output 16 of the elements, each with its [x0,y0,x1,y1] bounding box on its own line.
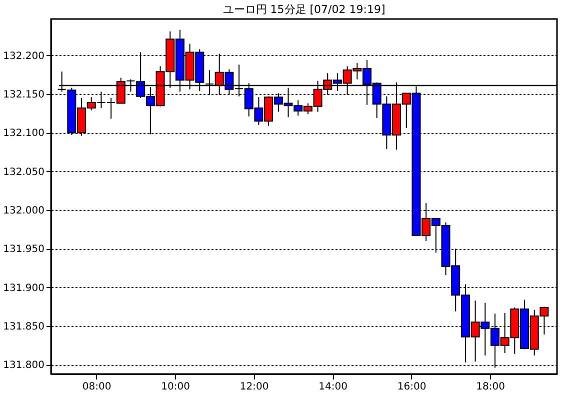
y-tick-label: 131.800 [3,360,44,372]
y-tick-label: 132.000 [3,206,44,217]
x-tick-label: 18:00 [476,382,505,392]
x-tick-label: 08:00 [82,382,112,392]
x-tick-label: 14:00 [318,382,348,392]
x-tick-label: 10:00 [161,382,190,392]
chart-title: ユーロ円 15分足 [07/02 19:19] [222,3,386,16]
y-tick-label: 131.950 [3,244,44,256]
x-tick-label: 12:00 [240,382,269,392]
y-tick-label: 131.850 [3,322,44,333]
x-tick-label: 16:00 [397,382,426,392]
y-tick-label: 132.100 [3,128,44,140]
y-tick-label: 132.200 [3,50,44,62]
y-tick-label: 132.050 [3,166,44,178]
y-tick-label: 131.900 [3,282,44,294]
y-tick-label: 132.150 [3,90,44,101]
